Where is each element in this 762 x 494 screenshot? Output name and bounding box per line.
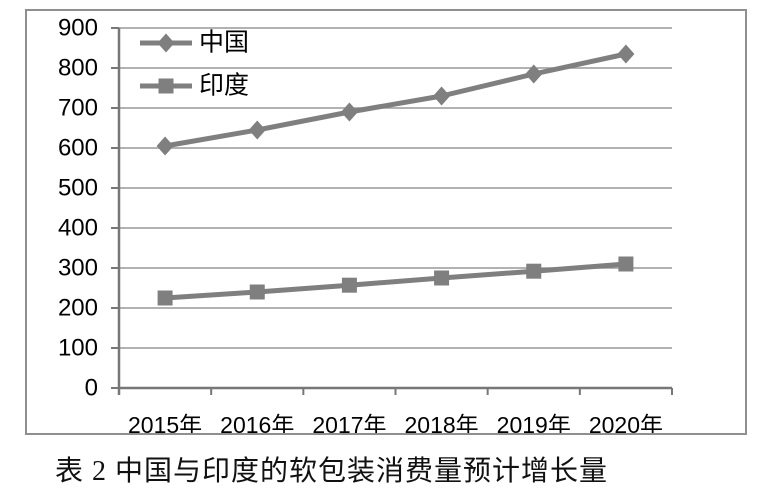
series-china-marker bbox=[340, 102, 358, 122]
y-axis-label: 500 bbox=[58, 175, 98, 202]
series-china-marker bbox=[617, 44, 635, 64]
series-india-marker bbox=[341, 277, 357, 293]
x-axis-label: 2020年 bbox=[589, 412, 663, 433]
series-india-marker bbox=[434, 270, 450, 286]
y-axis-label: 200 bbox=[58, 295, 98, 322]
y-axis-label: 800 bbox=[58, 55, 98, 82]
series-india-marker bbox=[249, 284, 265, 300]
series-china-marker bbox=[525, 64, 543, 84]
y-axis-label: 900 bbox=[58, 15, 98, 42]
series-china-marker bbox=[433, 86, 451, 106]
y-axis-label: 300 bbox=[58, 255, 98, 282]
chart-frame: 0 100 200 300 400 500 600 700 800 900 2015年 2016年 20… bbox=[25, 9, 747, 435]
y-axis-label: 100 bbox=[58, 335, 98, 362]
y-axis-label: 0 bbox=[85, 375, 98, 402]
y-axis-label: 700 bbox=[58, 95, 98, 122]
y-axis-label: 600 bbox=[58, 135, 98, 162]
x-axis-label: 2017年 bbox=[312, 412, 386, 433]
series-india-marker bbox=[618, 256, 634, 272]
series-china-line bbox=[164, 51, 627, 149]
series-india-line bbox=[164, 261, 627, 301]
legend-label-india: 印度 bbox=[199, 72, 249, 100]
legend-india-marker bbox=[158, 78, 174, 94]
series-china-marker bbox=[248, 120, 266, 140]
x-axis-label: 2015年 bbox=[128, 412, 202, 433]
legend-label-china: 中国 bbox=[199, 29, 249, 57]
y-axis-label: 400 bbox=[58, 215, 98, 242]
x-axis-label: 2018年 bbox=[404, 412, 478, 433]
series-china-marker bbox=[156, 136, 174, 156]
series-india-marker bbox=[157, 290, 173, 306]
legend-china-marker bbox=[157, 33, 175, 53]
x-axis-label: 2016年 bbox=[220, 412, 294, 433]
line-chart: 0 100 200 300 400 500 600 700 800 900 2015年 2016年 20… bbox=[58, 15, 673, 433]
series-india-marker bbox=[526, 263, 542, 279]
x-axis-label: 2019年 bbox=[497, 412, 571, 433]
chart-caption: 表 2 中国与印度的软包装消费量预计增长量 bbox=[55, 456, 609, 487]
